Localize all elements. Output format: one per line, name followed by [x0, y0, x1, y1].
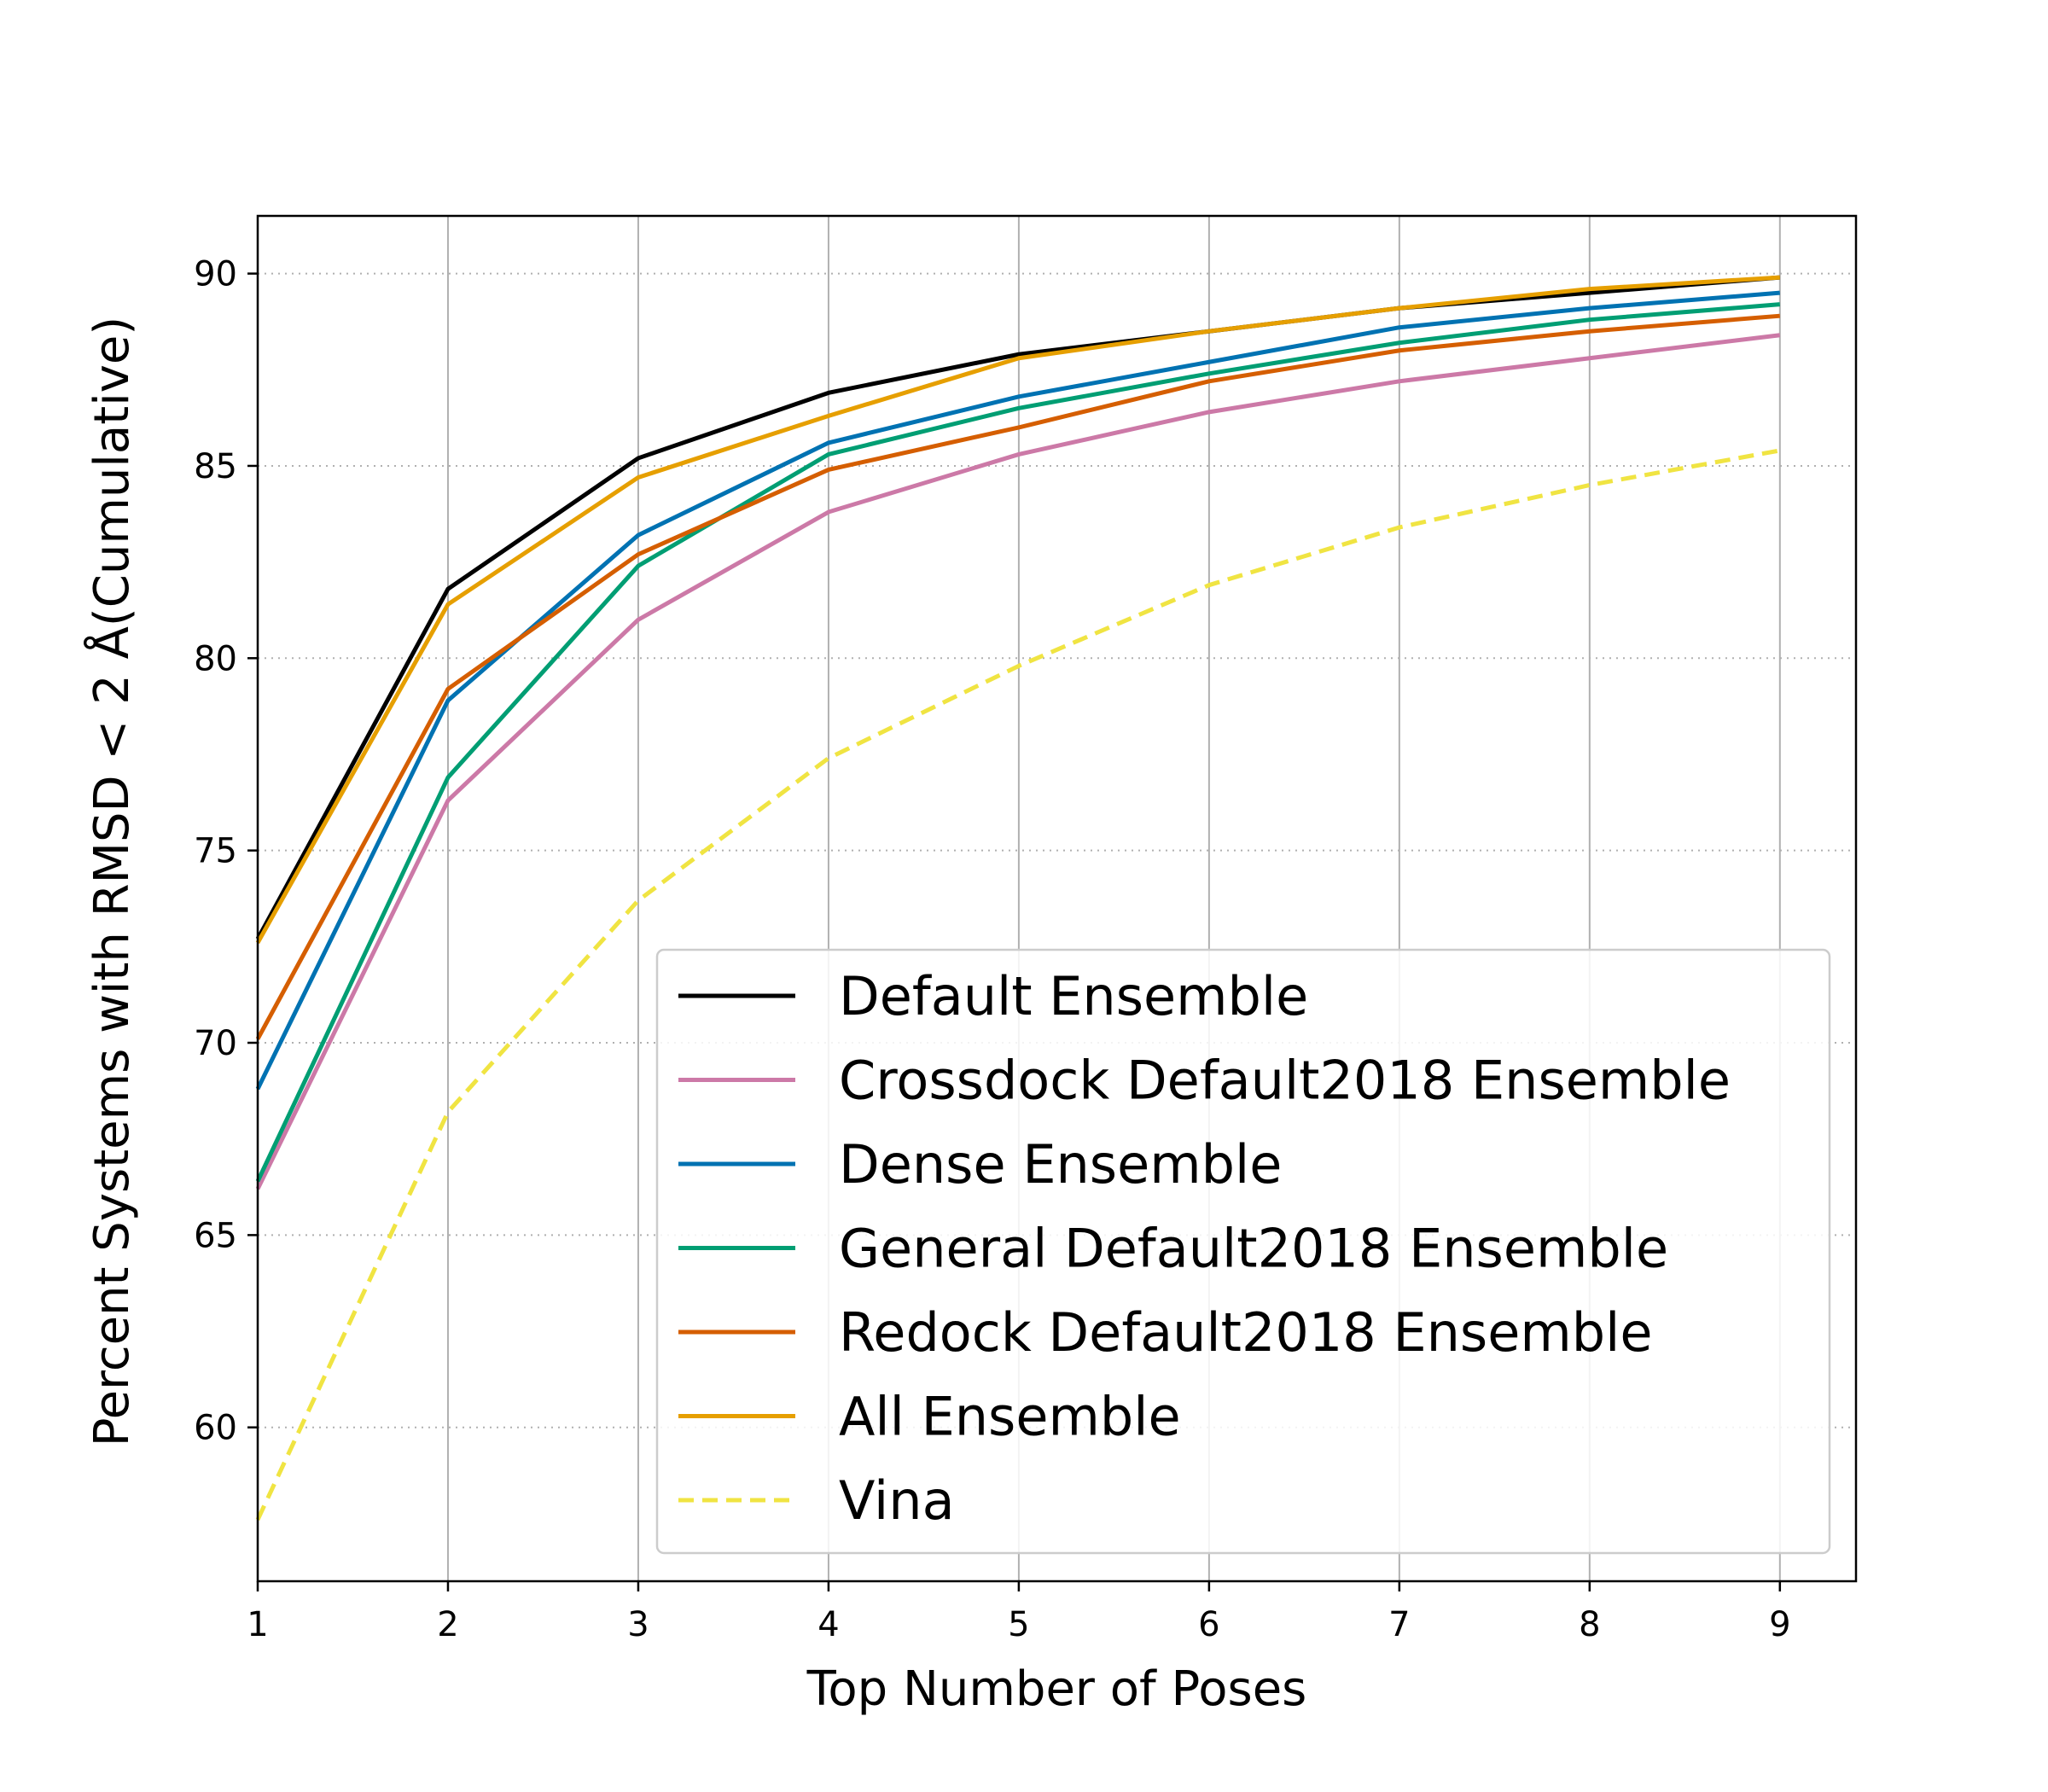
x-tick-label: 4 — [817, 1605, 839, 1644]
axis-ticks: 1 2 3 4 5 6 7 8 9 60 65 70 75 80 85 90 — [194, 255, 1790, 1644]
series-line-1 — [255, 333, 1781, 1190]
y-tick-label: 60 — [194, 1409, 237, 1448]
legend-items: Default Ensemble Crossdock Default2018 En… — [678, 965, 1731, 1532]
x-tick-label: 6 — [1198, 1605, 1219, 1644]
series-lines — [255, 275, 1781, 1521]
y-tick-label: 90 — [194, 255, 237, 294]
legend-label-1: Crossdock Default2018 Ensemble — [839, 1050, 1731, 1112]
x-tick-label: 9 — [1769, 1605, 1790, 1644]
x-tick-label: 8 — [1579, 1605, 1600, 1644]
legend: Default Ensemble Crossdock Default2018 En… — [655, 948, 1831, 1555]
x-tick-label: 3 — [627, 1605, 649, 1644]
plot-frame — [256, 214, 1858, 1583]
x-axis-label: Top Number of Poses — [806, 1661, 1307, 1717]
x-tick-label: 2 — [437, 1605, 458, 1644]
legend-label-6: Vina — [839, 1469, 955, 1532]
legend-label-4: Redock Default2018 Ensemble — [839, 1301, 1653, 1364]
y-tick-label: 80 — [194, 639, 237, 678]
x-tick-label: 5 — [1008, 1605, 1029, 1644]
series-line-3 — [255, 302, 1781, 1183]
series-line-5 — [255, 275, 1780, 945]
x-tick-label: 1 — [247, 1605, 268, 1644]
series-line-6 — [255, 448, 1781, 1521]
legend-label-0: Default Ensemble — [839, 965, 1308, 1027]
y-tick-label: 65 — [194, 1216, 237, 1255]
y-tick-label: 75 — [194, 832, 237, 871]
legend-box — [655, 948, 1831, 1555]
legend-label-5: All Ensemble — [839, 1386, 1181, 1448]
legend-label-2: Dense Ensemble — [839, 1133, 1282, 1196]
legend-label-3: General Default2018 Ensemble — [839, 1218, 1668, 1280]
y-axis-label: Percent Systems with RMSD < 2 Å(Cumulati… — [84, 317, 140, 1446]
y-tick-label: 85 — [194, 447, 237, 486]
series-line-4 — [255, 313, 1781, 1040]
series-line-0 — [255, 275, 1781, 940]
y-tick-label: 70 — [194, 1024, 237, 1063]
x-tick-label: 7 — [1388, 1605, 1410, 1644]
